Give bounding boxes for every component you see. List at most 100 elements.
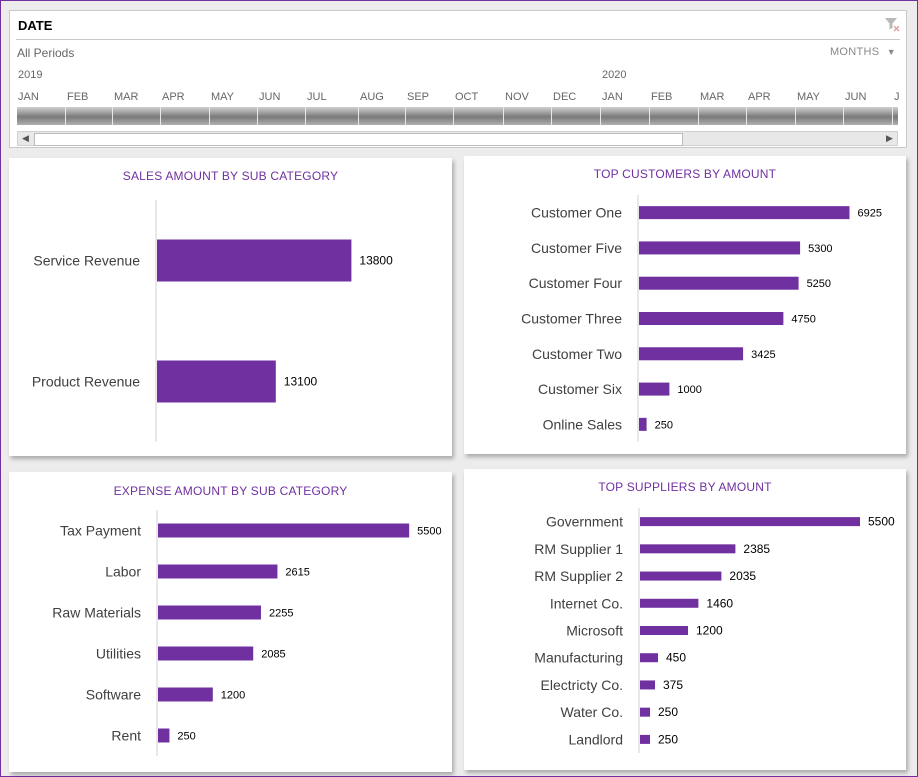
clear-filter-icon[interactable]	[884, 16, 900, 32]
category-label: Government	[546, 514, 623, 530]
sales-chart: Service Revenue 13800 Product Revenue 13100	[32, 200, 393, 442]
month-label[interactable]: JUL	[307, 91, 327, 103]
category-label: Electricty Co.	[541, 677, 623, 693]
month-label[interactable]: JUN	[845, 91, 867, 103]
month-divider	[649, 107, 650, 125]
scroll-right-icon[interactable]: ▶	[886, 133, 893, 143]
bar-customer-six	[639, 382, 670, 396]
time-level-dropdown[interactable]: MONTHS ▼	[830, 46, 896, 58]
data-label: 1200	[696, 624, 723, 638]
bar-tax-payment	[158, 523, 410, 538]
category-label: Service Revenue	[33, 253, 140, 269]
chart-title: SALES AMOUNT BY SUB CATEGORY	[122, 169, 339, 183]
month-divider	[600, 107, 601, 125]
month-label[interactable]: APR	[748, 91, 771, 103]
data-label: 1200	[221, 690, 245, 702]
data-label: 2255	[269, 608, 293, 620]
customers-chart-panel: TOP CUSTOMERS BY AMOUNT Customer One 6925…	[464, 156, 906, 454]
data-label: 4750	[791, 314, 815, 326]
month-label[interactable]: FEB	[67, 91, 89, 103]
periods-label: All Periods	[17, 46, 75, 60]
month-label[interactable]: APR	[162, 91, 185, 103]
chart-title: EXPENSE AMOUNT BY SUB CATEGORY	[113, 484, 348, 498]
chevron-down-icon: ▼	[886, 47, 896, 57]
data-label: 2385	[743, 542, 770, 556]
data-label: 250	[655, 419, 673, 431]
scroll-thumb[interactable]	[34, 133, 683, 146]
month-label[interactable]: JUN	[259, 91, 281, 103]
timeline-scrollbar[interactable]: ◀ ▶	[17, 131, 898, 146]
data-label: 13100	[284, 375, 318, 389]
bar-rm-supplier-2	[640, 571, 722, 581]
slicer-divider	[16, 39, 900, 40]
category-label: Software	[86, 687, 141, 703]
date-timeline-slicer[interactable]: DATE All Periods MONTHS ▼ 2019 2020 JAN FE…	[9, 10, 907, 148]
month-label[interactable]: DEC	[553, 91, 577, 103]
year-label: 2019	[18, 69, 43, 81]
category-label: Landlord	[569, 731, 624, 747]
month-divider	[698, 107, 699, 125]
data-label: 450	[666, 651, 686, 665]
category-label: Tax Payment	[60, 523, 141, 539]
month-label[interactable]: MAR	[700, 91, 725, 103]
bar-customer-five	[639, 241, 801, 255]
month-label[interactable]: J	[894, 91, 900, 103]
slicer-title: DATE	[18, 18, 53, 33]
data-label: 250	[658, 705, 678, 719]
bar-manufacturing	[640, 653, 658, 663]
month-divider	[160, 107, 161, 125]
customers-chart: Customer One 6925 Customer Five 5300 Custome…	[521, 195, 882, 442]
month-divider	[112, 107, 113, 125]
month-label[interactable]: NOV	[505, 91, 529, 103]
month-divider	[746, 107, 747, 125]
bar-rm-supplier-1	[640, 544, 736, 554]
month-label[interactable]: MAY	[211, 91, 235, 103]
data-label: 5500	[417, 526, 441, 538]
month-label[interactable]: JAN	[602, 91, 623, 103]
month-divider	[209, 107, 210, 125]
data-label: 13800	[359, 254, 393, 268]
data-label: 5300	[808, 243, 832, 255]
data-label: 5250	[807, 278, 831, 290]
bar-online-sales	[639, 417, 647, 431]
category-label: Customer One	[531, 205, 622, 221]
bar-electricty-co-	[640, 680, 655, 690]
category-label: Customer Five	[531, 240, 622, 256]
category-label: Labor	[105, 564, 141, 580]
bar-customer-three	[639, 312, 784, 325]
expenses-chart: Tax Payment 5500 Labor 2615 Raw Materials 225…	[52, 510, 442, 756]
data-label: 5500	[868, 515, 895, 529]
month-label[interactable]: AUG	[360, 91, 384, 103]
data-label: 250	[658, 732, 678, 746]
category-label: Raw Materials	[52, 605, 141, 621]
month-divider	[453, 107, 454, 125]
expenses-chart-panel: EXPENSE AMOUNT BY SUB CATEGORY Tax Payme…	[9, 472, 452, 772]
sales-chart-panel: SALES AMOUNT BY SUB CATEGORY Service Rev…	[9, 158, 452, 456]
data-label: 2085	[261, 649, 285, 661]
month-label[interactable]: SEP	[407, 91, 430, 103]
month-divider	[405, 107, 406, 125]
time-level-label: MONTHS	[829, 46, 880, 58]
bar-customer-one	[639, 206, 850, 220]
bar-utilities	[158, 646, 254, 661]
month-label[interactable]: MAR	[114, 91, 139, 103]
month-label[interactable]: FEB	[651, 91, 673, 103]
data-label: 3425	[751, 349, 775, 361]
data-label: 250	[177, 731, 195, 743]
bar-raw-materials	[158, 605, 261, 620]
data-label: 2035	[729, 569, 756, 583]
category-label: Customer Six	[538, 381, 622, 397]
year-label: 2020	[602, 69, 627, 81]
month-selection-bar[interactable]	[17, 107, 898, 125]
category-label: Rent	[111, 728, 141, 744]
bar-internet-co-	[640, 598, 699, 608]
bar-water-co-	[640, 707, 650, 717]
scroll-left-icon[interactable]: ◀	[22, 133, 29, 143]
month-divider	[358, 107, 359, 125]
month-label[interactable]: JAN	[18, 91, 39, 103]
bar-software	[158, 687, 213, 702]
data-label: 1000	[677, 384, 701, 396]
month-label[interactable]: MAY	[797, 91, 821, 103]
month-label[interactable]: OCT	[455, 91, 479, 103]
category-label: Online Sales	[543, 416, 622, 432]
